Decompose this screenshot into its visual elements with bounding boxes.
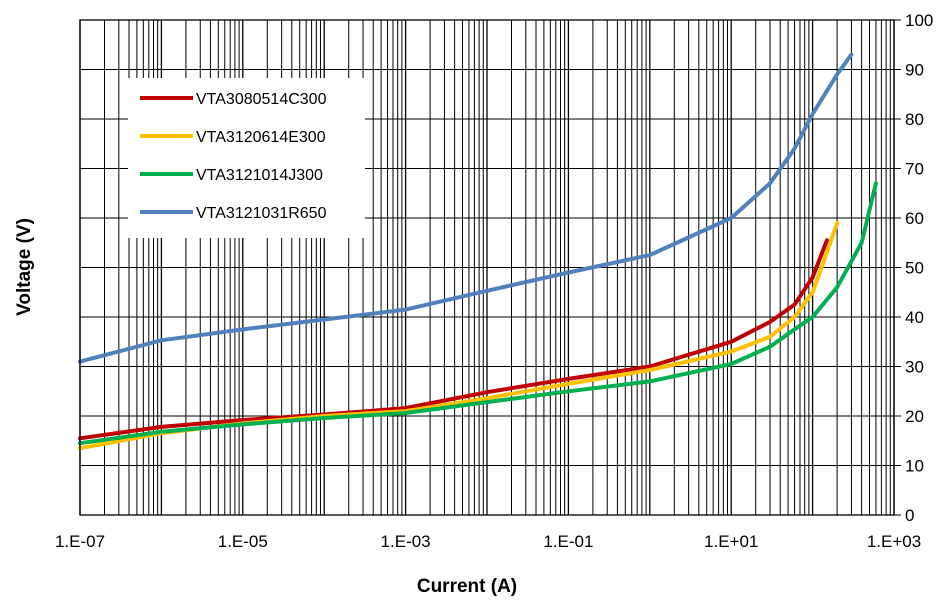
legend-label: VTA3121031R650 (196, 205, 327, 222)
series-line-VTA3121031R650 (78, 52, 854, 364)
y-axis-title: Voltage (V) (14, 218, 35, 316)
series-line-VTA3080514C300 (78, 238, 829, 441)
legend: VTA3080514C300 VTA3120614E300 VTA3121014J3… (128, 78, 365, 238)
y-tick-label: 40 (905, 308, 924, 327)
y-tick-label: 20 (905, 407, 924, 426)
x-tick-label: 1.E-05 (218, 532, 268, 551)
legend-label: VTA3121014J300 (196, 167, 323, 184)
x-tick-label: 1.E-07 (55, 532, 105, 551)
y-tick-label: 60 (905, 209, 924, 228)
x-tick-label: 1.E+03 (867, 532, 921, 551)
y-tick-label: 100 (905, 11, 933, 30)
axes: 1.E-07 1.E-05 1.E-03 1.E-01 1.E+01 1.E+03 0 10 2… (55, 11, 933, 551)
x-tick-label: 1.E-01 (543, 532, 593, 551)
series-line-VTA3121014J300 (78, 181, 878, 446)
y-tick-label: 0 (905, 506, 914, 525)
x-tick-label: 1.E+01 (704, 532, 758, 551)
y-tick-label: 90 (905, 61, 924, 80)
legend-label: VTA3080514C300 (196, 91, 327, 108)
y-tick-label: 30 (905, 358, 924, 377)
y-tick-label: 50 (905, 259, 924, 278)
x-axis-title: Current (A) (417, 576, 517, 597)
y-tick-label: 70 (905, 160, 924, 179)
y-tick-label: 80 (905, 110, 924, 129)
y-tick-label: 10 (905, 457, 924, 476)
series-lines (78, 52, 878, 451)
legend-label: VTA3120614E300 (196, 129, 326, 146)
x-tick-label: 1.E-03 (381, 532, 431, 551)
